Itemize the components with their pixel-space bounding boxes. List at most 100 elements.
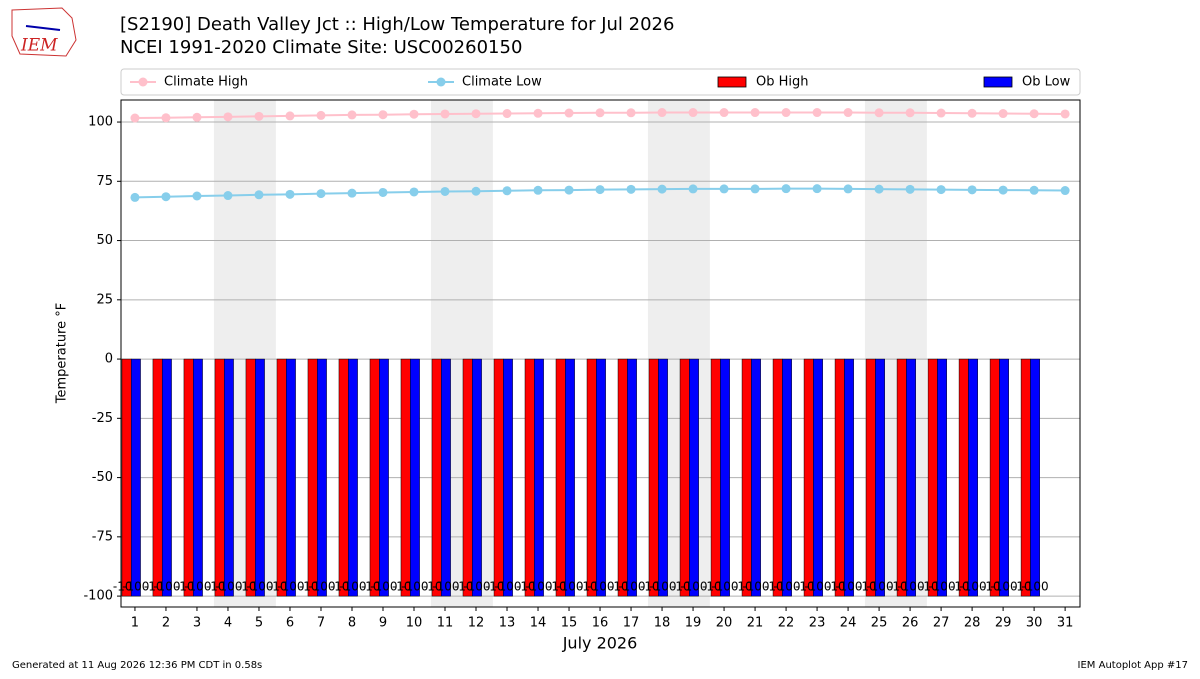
legend-label: Ob Low bbox=[1022, 75, 1071, 90]
bar bbox=[720, 358, 730, 597]
line-point bbox=[564, 108, 574, 118]
line-point bbox=[905, 184, 915, 194]
bar bbox=[958, 358, 969, 597]
bar bbox=[617, 358, 628, 597]
bar bbox=[183, 358, 194, 597]
line-point bbox=[316, 189, 326, 199]
x-tick-label: 20 bbox=[716, 616, 733, 631]
x-tick-label: 7 bbox=[317, 616, 325, 631]
bar bbox=[400, 358, 411, 597]
bar bbox=[679, 358, 690, 597]
line-point bbox=[595, 108, 605, 118]
bar-value-label: -100 bbox=[990, 580, 1017, 594]
x-tick-label: 15 bbox=[561, 616, 578, 631]
bar-value-label: -100 bbox=[215, 580, 242, 594]
x-tick-label: 12 bbox=[468, 616, 485, 631]
bar bbox=[875, 358, 885, 597]
line-point bbox=[440, 109, 450, 119]
x-tick-label: 25 bbox=[871, 616, 888, 631]
bar bbox=[596, 358, 606, 597]
bar bbox=[834, 358, 845, 597]
bar-value-label: -100 bbox=[494, 580, 521, 594]
line-point bbox=[781, 184, 791, 194]
line-point bbox=[223, 112, 233, 122]
bar bbox=[782, 358, 792, 597]
line-point bbox=[254, 190, 264, 200]
bar-value-label: -100 bbox=[370, 580, 397, 594]
line-point bbox=[688, 184, 698, 194]
bar bbox=[1020, 358, 1031, 597]
x-tick-label: 23 bbox=[809, 616, 826, 631]
line-point bbox=[626, 184, 636, 194]
line-point bbox=[223, 191, 233, 201]
bar bbox=[989, 358, 1000, 597]
line-point bbox=[626, 108, 636, 118]
line-point bbox=[409, 109, 419, 119]
line-point bbox=[564, 185, 574, 195]
line-point bbox=[378, 110, 388, 120]
line-point bbox=[533, 185, 543, 195]
chart-title: [S2190] Death Valley Jct :: High/Low Tem… bbox=[120, 14, 674, 35]
line-point bbox=[657, 108, 667, 118]
bar bbox=[472, 358, 482, 597]
y-tick-label: -100 bbox=[83, 589, 113, 604]
x-tick-label: 31 bbox=[1057, 616, 1074, 631]
bar-value-label: -100 bbox=[339, 580, 366, 594]
y-axis-label: Temperature °F bbox=[55, 303, 70, 404]
x-tick-label: 2 bbox=[162, 616, 170, 631]
line-point bbox=[161, 113, 171, 123]
logo-line bbox=[25, 25, 61, 31]
logo-outline bbox=[11, 7, 77, 57]
bar bbox=[741, 358, 752, 597]
line-point bbox=[657, 184, 667, 194]
line-point bbox=[595, 185, 605, 195]
y-tick-label: 100 bbox=[88, 115, 113, 130]
bar-value-label: -100 bbox=[587, 580, 614, 594]
x-tick-label: 9 bbox=[379, 616, 387, 631]
y-tick-label: -50 bbox=[92, 470, 113, 485]
bar bbox=[286, 358, 296, 597]
line-point bbox=[471, 109, 481, 119]
line-point bbox=[347, 110, 357, 120]
x-tick-label: 16 bbox=[592, 616, 609, 631]
bar-value-label: -100 bbox=[804, 580, 831, 594]
bar bbox=[751, 358, 761, 597]
plot-frame bbox=[120, 99, 1081, 608]
x-tick-label: 26 bbox=[902, 616, 919, 631]
line-point bbox=[874, 108, 884, 118]
bar bbox=[441, 358, 451, 597]
bar-value-label: -100 bbox=[773, 580, 800, 594]
x-axis-label: July 2026 bbox=[562, 634, 638, 653]
bar bbox=[865, 358, 876, 597]
bar bbox=[627, 358, 637, 597]
bar-value-label: -100 bbox=[401, 580, 428, 594]
logo: IEM bbox=[11, 7, 77, 57]
y-tick-label: 75 bbox=[96, 174, 113, 189]
bar bbox=[689, 358, 699, 597]
x-tick-label: 8 bbox=[348, 616, 356, 631]
bar-value-label: -100 bbox=[432, 580, 459, 594]
legend-swatch-point bbox=[138, 77, 148, 87]
legend-swatch-point bbox=[436, 77, 446, 87]
bar bbox=[410, 358, 420, 597]
line-point bbox=[936, 185, 946, 195]
bar-value-label: -100 bbox=[463, 580, 490, 594]
y-tick-label: -25 bbox=[92, 411, 113, 426]
line-point bbox=[843, 184, 853, 194]
x-tick-label: 21 bbox=[747, 616, 764, 631]
bar bbox=[813, 358, 823, 597]
line-point bbox=[843, 108, 853, 118]
line-point bbox=[719, 108, 729, 118]
bar bbox=[276, 358, 287, 597]
x-tick-label: 13 bbox=[499, 616, 516, 631]
bar bbox=[431, 358, 442, 597]
line-point bbox=[130, 113, 140, 123]
x-tick-label: 3 bbox=[193, 616, 201, 631]
bar-value-label: -100 bbox=[246, 580, 273, 594]
line-point bbox=[936, 108, 946, 118]
line-point bbox=[440, 186, 450, 196]
x-tick-label: 19 bbox=[685, 616, 702, 631]
bar bbox=[503, 358, 513, 597]
bar-value-label: -100 bbox=[184, 580, 211, 594]
